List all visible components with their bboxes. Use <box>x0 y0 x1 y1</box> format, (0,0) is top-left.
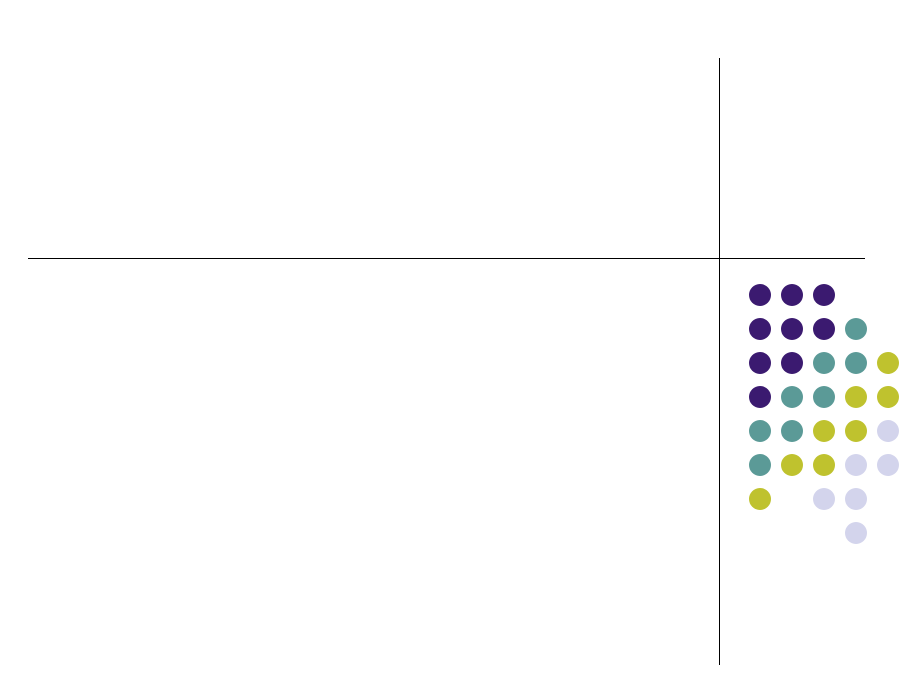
decorative-dot <box>813 318 835 340</box>
decorative-dot <box>877 352 899 374</box>
decorative-dot <box>781 352 803 374</box>
decorative-dot <box>749 284 771 306</box>
decorative-dot <box>749 386 771 408</box>
decorative-dot <box>749 318 771 340</box>
decorative-dot <box>813 352 835 374</box>
decorative-dot <box>845 488 867 510</box>
decorative-dot <box>749 420 771 442</box>
vertical-divider <box>719 58 720 665</box>
decorative-dot <box>845 420 867 442</box>
decorative-dot <box>813 284 835 306</box>
slide-canvas <box>0 0 920 690</box>
decorative-dot <box>781 318 803 340</box>
decorative-dot <box>781 420 803 442</box>
decorative-dot <box>813 420 835 442</box>
decorative-dot <box>813 454 835 476</box>
decorative-dot <box>781 454 803 476</box>
decorative-dot <box>845 352 867 374</box>
decorative-dot <box>813 488 835 510</box>
decorative-dot <box>877 454 899 476</box>
decorative-dot <box>813 386 835 408</box>
decorative-dot <box>845 318 867 340</box>
decorative-dot <box>749 488 771 510</box>
decorative-dot <box>845 454 867 476</box>
decorative-dot <box>845 386 867 408</box>
horizontal-divider <box>28 258 865 259</box>
decorative-dot <box>781 284 803 306</box>
decorative-dot <box>749 352 771 374</box>
decorative-dot <box>845 522 867 544</box>
decorative-dot <box>749 454 771 476</box>
decorative-dot <box>781 386 803 408</box>
decorative-dot <box>877 386 899 408</box>
decorative-dot <box>877 420 899 442</box>
